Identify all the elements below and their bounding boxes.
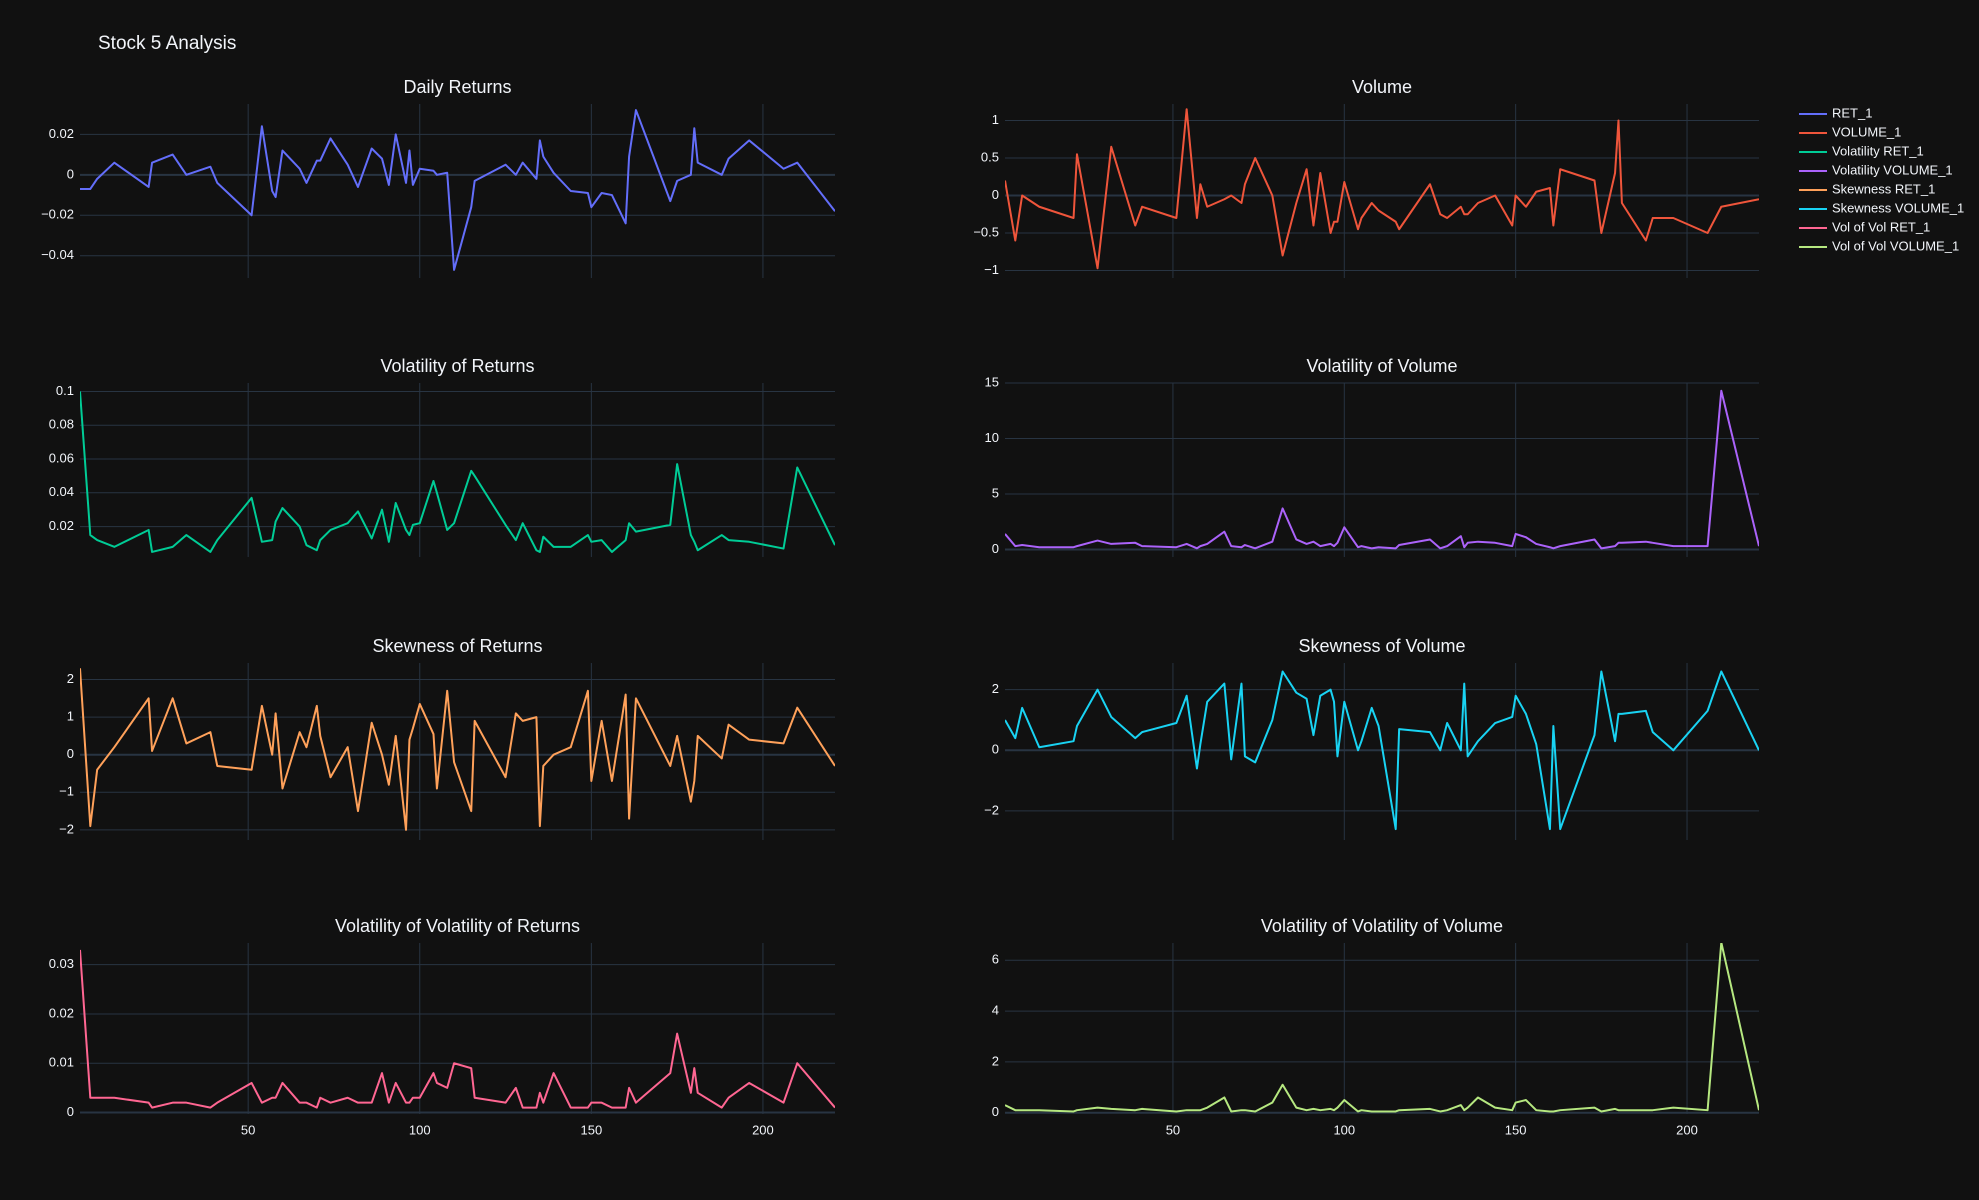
subplot: −2 0 2 Skewness of Volume bbox=[984, 636, 1759, 840]
y-tick-label: 1 bbox=[67, 709, 74, 724]
series-line bbox=[80, 109, 835, 271]
y-tick-label: 0.02 bbox=[49, 518, 74, 533]
subplot: 50 100 150 200 0 2 4 6 Volatility of Volatility … bbox=[992, 916, 1759, 1137]
y-tick-label: 6 bbox=[992, 952, 999, 967]
series-line bbox=[1005, 670, 1759, 831]
legend-label: VOLUME_1 bbox=[1832, 124, 1901, 139]
y-tick-label: 0.1 bbox=[56, 383, 74, 398]
subplot: −2 −1 0 1 2 Skewness of Returns bbox=[59, 636, 835, 840]
subplot-title: Volatility of Returns bbox=[380, 356, 534, 376]
y-tick-label: 2 bbox=[992, 681, 999, 696]
y-tick-label: −1 bbox=[59, 784, 74, 799]
x-tick-label: 200 bbox=[752, 1122, 774, 1137]
subplot-title: Skewness of Returns bbox=[372, 636, 542, 656]
y-tick-label: 0.01 bbox=[49, 1055, 74, 1070]
y-tick-label: 5 bbox=[992, 485, 999, 500]
series-line bbox=[80, 949, 835, 1109]
y-tick-label: −0.02 bbox=[41, 207, 74, 222]
y-tick-label: 0.02 bbox=[49, 126, 74, 141]
y-tick-label: 0 bbox=[992, 541, 999, 556]
y-tick-label: −0.5 bbox=[973, 224, 999, 239]
y-tick-label: −0.04 bbox=[41, 247, 74, 262]
y-tick-label: −2 bbox=[984, 802, 999, 817]
y-tick-label: −1 bbox=[984, 262, 999, 277]
legend-label: Volatility VOLUME_1 bbox=[1832, 162, 1953, 177]
subplot: −0.04 −0.02 0 0.02 Daily Returns bbox=[41, 77, 835, 278]
y-tick-label: 0 bbox=[992, 742, 999, 757]
x-tick-label: 200 bbox=[1676, 1122, 1698, 1137]
legend-label: RET_1 bbox=[1832, 105, 1872, 120]
y-tick-label: 0 bbox=[67, 1104, 74, 1119]
y-tick-label: 0 bbox=[67, 746, 74, 761]
y-tick-label: 0 bbox=[992, 187, 999, 202]
y-tick-label: 1 bbox=[992, 112, 999, 127]
subplot-title: Volume bbox=[1352, 77, 1412, 97]
subplot-title: Volatility of Volatility of Volume bbox=[1261, 916, 1503, 936]
y-tick-label: 0.03 bbox=[49, 956, 74, 971]
x-tick-label: 100 bbox=[1333, 1122, 1355, 1137]
x-tick-label: 150 bbox=[1505, 1122, 1527, 1137]
subplot-title: Skewness of Volume bbox=[1298, 636, 1465, 656]
y-tick-label: 0.08 bbox=[49, 417, 74, 432]
x-tick-label: 150 bbox=[580, 1122, 602, 1137]
series-line bbox=[1005, 389, 1759, 550]
x-tick-label: 100 bbox=[409, 1122, 431, 1137]
y-tick-label: 0 bbox=[992, 1104, 999, 1119]
legend-label: Skewness RET_1 bbox=[1832, 181, 1935, 196]
subplot: 0.02 0.04 0.06 0.08 0.1 Volatility of Returns bbox=[49, 356, 835, 557]
y-tick-label: 15 bbox=[985, 374, 999, 389]
subplot: 0 5 10 15 Volatility of Volume bbox=[985, 356, 1759, 557]
subplot-title: Volatility of Volatility of Returns bbox=[335, 916, 580, 936]
subplot: −1 −0.5 0 0.5 1 Volume bbox=[973, 77, 1759, 278]
y-tick-label: 2 bbox=[67, 671, 74, 686]
y-tick-label: 0.04 bbox=[49, 484, 74, 499]
y-tick-label: 10 bbox=[985, 430, 999, 445]
y-tick-label: −2 bbox=[59, 821, 74, 836]
series-line bbox=[1005, 108, 1759, 270]
legend-label: Skewness VOLUME_1 bbox=[1832, 200, 1964, 215]
legend-label: Vol of Vol VOLUME_1 bbox=[1832, 238, 1959, 253]
figure-title: Stock 5 Analysis bbox=[98, 33, 236, 54]
y-tick-label: 0 bbox=[67, 166, 74, 181]
subplot: 50 100 150 200 0 0.01 0.02 0.03 Volatility of Vo… bbox=[49, 916, 835, 1137]
x-tick-label: 50 bbox=[241, 1122, 255, 1137]
series-line bbox=[1005, 943, 1759, 1113]
subplot-title: Daily Returns bbox=[403, 77, 511, 97]
legend-label: Vol of Vol RET_1 bbox=[1832, 219, 1930, 234]
legend-label: Volatility RET_1 bbox=[1832, 143, 1924, 158]
series-line bbox=[80, 668, 835, 831]
x-tick-label: 50 bbox=[1166, 1122, 1180, 1137]
subplot-title: Volatility of Volume bbox=[1306, 356, 1457, 376]
series-line bbox=[80, 391, 835, 553]
y-tick-label: 0.02 bbox=[49, 1005, 74, 1020]
y-tick-label: 0.5 bbox=[981, 149, 999, 164]
y-tick-label: 4 bbox=[992, 1003, 999, 1018]
y-tick-label: 0.06 bbox=[49, 450, 74, 465]
y-tick-label: 2 bbox=[992, 1053, 999, 1068]
